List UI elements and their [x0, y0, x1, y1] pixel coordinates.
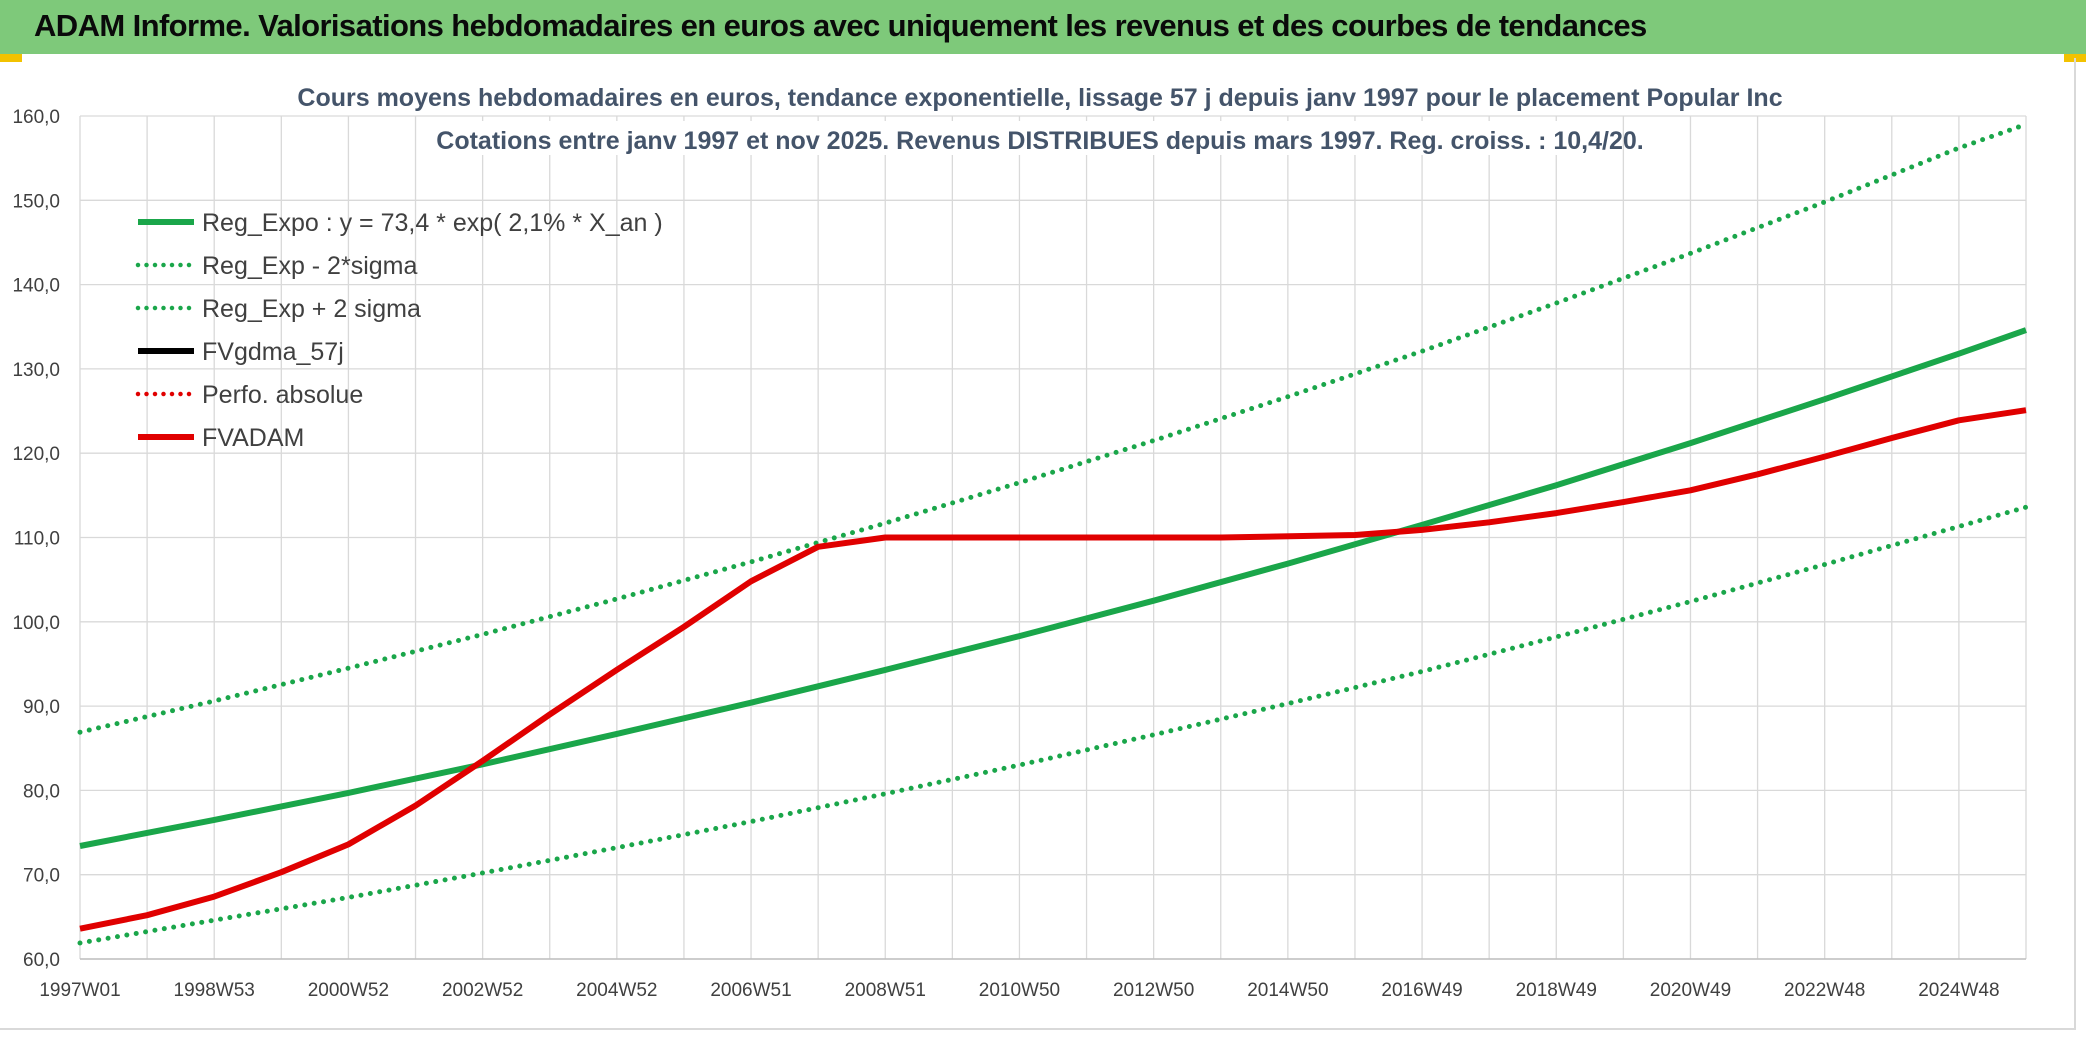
x-tick-label: 2002W52 [442, 980, 523, 1001]
title-mask [335, 78, 1745, 112]
x-tick-label: 2020W49 [1650, 980, 1731, 1001]
y-tick-label: 70,0 [23, 866, 60, 887]
corner-mark-left [0, 54, 22, 62]
x-tick-label: 2006W51 [710, 980, 791, 1001]
x-tick-label: 2022W48 [1784, 980, 1865, 1001]
legend-label: FVADAM [202, 424, 304, 452]
x-tick-label: 2016W49 [1381, 980, 1462, 1001]
x-tick-label: 1997W01 [39, 980, 120, 1001]
y-tick-label: 120,0 [12, 444, 60, 465]
chart-svg: 60,0 70,0 80,0 90,0 100,0 110,0 120,0 130,0 140,… [12, 78, 2029, 1001]
y-tick-label: 100,0 [12, 613, 60, 634]
legend-label: FVgdma_57j [202, 338, 344, 366]
x-tick-label: 1998W53 [174, 980, 255, 1001]
legend-label: Reg_Expo : y = 73,4 * exp( 2,1% * X_an ) [202, 209, 663, 237]
y-tick-label: 110,0 [14, 529, 60, 550]
x-tick-label: 2012W50 [1113, 980, 1194, 1001]
y-tick-label: 160,0 [12, 107, 60, 128]
legend-label: Reg_Exp - 2*sigma [202, 252, 417, 280]
x-tick-label: 2004W52 [576, 980, 657, 1001]
y-tick-label: 140,0 [12, 276, 60, 297]
series-line-reg-expo-y-73-4-exp-2-1-x-an [79, 327, 2027, 849]
x-tick-label: 2024W48 [1918, 980, 1999, 1001]
y-tick-label: 90,0 [23, 697, 60, 718]
chart-title: Cours moyens hebdomadaires en euros, ten… [297, 84, 1782, 112]
series-line-fvadam [79, 407, 2027, 932]
x-tick-label: 2014W50 [1247, 980, 1328, 1001]
y-tick-label: 150,0 [12, 191, 60, 212]
y-tick-label: 60,0 [23, 950, 60, 971]
x-tick-label: 2010W50 [979, 980, 1060, 1001]
x-tick-label: 2018W49 [1516, 980, 1597, 1001]
legend-label: Reg_Exp + 2 sigma [202, 295, 421, 323]
subtitle-mask [465, 121, 1615, 155]
page-title: ADAM Informe. Valorisations hebdomadaire… [34, 8, 1647, 43]
x-tick-label: 2000W52 [308, 980, 389, 1001]
series-line-reg-exp-2-sigma [77, 121, 2029, 735]
chart-subtitle: Cotations entre janv 1997 et nov 2025. R… [436, 127, 1643, 155]
x-tick-label: 2008W51 [845, 980, 926, 1001]
chart-area: 60,0 70,0 80,0 90,0 100,0 110,0 120,0 130,0 140,… [0, 58, 2076, 1030]
series-line-reg-exp-2-sigma [77, 504, 2029, 946]
y-tick-label: 130,0 [12, 360, 60, 381]
legend-label: Perfo. absolue [202, 381, 363, 409]
header-bar: ADAM Informe. Valorisations hebdomadaire… [0, 0, 2086, 54]
y-tick-label: 80,0 [23, 781, 60, 802]
